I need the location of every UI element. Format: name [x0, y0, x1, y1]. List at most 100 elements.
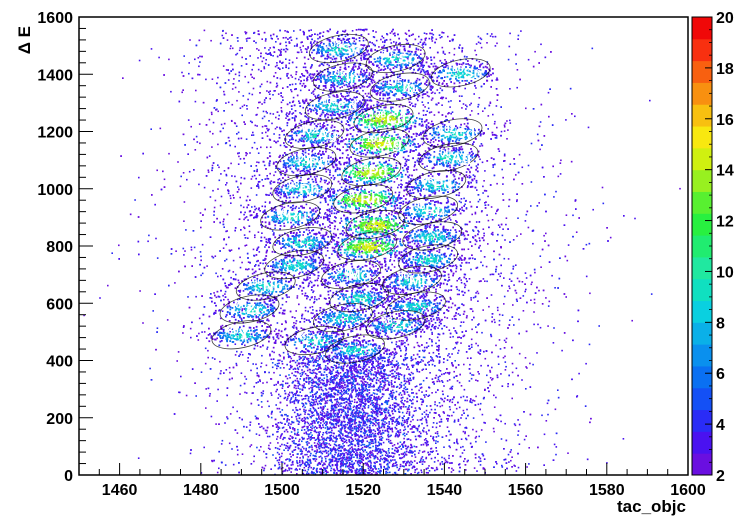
- isotope-mass-number: 99: [357, 163, 369, 174]
- x-axis: 1460 1480 1500 1520 1540 1560 1580 1600: [78, 463, 706, 499]
- color-scale-band: [692, 322, 712, 345]
- isotope-contour: [365, 310, 426, 340]
- color-scale-tick-label: 14: [716, 163, 734, 180]
- isotope-label: 108Sn: [325, 39, 361, 57]
- isotope-mass-number: 107: [382, 50, 399, 61]
- isotope-element-symbol: Ag: [317, 126, 337, 143]
- isotope-mass-number: 90: [398, 271, 410, 282]
- y-tick-label: 200: [46, 411, 73, 428]
- isotope-label: 106In: [329, 68, 359, 86]
- color-scale-band: [692, 191, 712, 214]
- isotope-contour: [313, 302, 373, 333]
- isotope-label: 90Nb: [252, 277, 283, 295]
- isotope-mass-number: 100: [434, 148, 451, 159]
- isotope-contour: [349, 128, 410, 158]
- y-tick-label: 800: [46, 239, 73, 256]
- color-scale-band: [692, 431, 712, 454]
- x-tick-label: 1580: [589, 482, 625, 499]
- isotope-element-symbol: Ag: [451, 149, 471, 166]
- x-axis-title: tac_objc: [617, 497, 686, 516]
- color-scale-band: [692, 256, 712, 280]
- isotope-element-symbol: Sn: [463, 65, 482, 82]
- isotope-label: 102Ag: [300, 125, 337, 143]
- y-axis: 0 200 400 600 800 1000 1200 1400 1600: [37, 10, 93, 485]
- isotope-mass-number: 101: [365, 134, 382, 145]
- isotope-contour: [264, 250, 325, 280]
- isotope-mass-number: 91: [337, 266, 349, 277]
- color-scale-band: [692, 453, 712, 476]
- isotope-contour: [337, 231, 398, 261]
- color-scale-tick-label: 18: [716, 61, 734, 78]
- isotope-element-symbol: Pd: [309, 154, 328, 171]
- isotope-element-symbol: In: [346, 69, 359, 86]
- isotope-label: 104Cd: [321, 97, 358, 115]
- isotope-contour: [418, 142, 479, 172]
- isotope-element-symbol: Rh: [360, 191, 380, 208]
- isotope-element-symbol: Mo: [348, 267, 370, 284]
- isotope-label: 100Ag: [434, 148, 471, 166]
- isotope-element-symbol: Pd: [368, 164, 387, 181]
- isotope-contour: [430, 58, 491, 88]
- isotope-label: 96Rh: [414, 201, 445, 219]
- x-tick-label: 1600: [670, 482, 706, 499]
- y-axis-title: Δ E: [15, 26, 34, 54]
- color-scale-tick-label: 8: [716, 315, 725, 332]
- color-scale-tick-label: 2: [716, 468, 725, 485]
- isotope-contour: [304, 91, 365, 121]
- color-scale-band: [692, 147, 712, 171]
- isotope-element-symbol: Sn: [398, 51, 417, 68]
- isotope-mass-number: 97: [349, 190, 361, 201]
- color-scale-tick-label: 20: [716, 10, 734, 27]
- color-scale-tick-label: 16: [716, 112, 734, 129]
- isotope-contour: [402, 221, 463, 251]
- isotope-element-symbol: Zr: [393, 317, 408, 334]
- isotope-mass-number: 96: [414, 201, 426, 212]
- isotope-element-symbol: Pd: [433, 176, 452, 193]
- isotope-contour: [219, 294, 280, 324]
- isotope-contour: [260, 201, 320, 231]
- isotope-label: 98Rh: [288, 180, 319, 198]
- isotope-element-symbol: Cd: [386, 111, 406, 128]
- isotope-element-symbol: Ru: [287, 208, 307, 225]
- color-scale-band: [692, 82, 712, 105]
- x-tick-label: 1520: [345, 482, 381, 499]
- color-scale-band: [692, 365, 712, 389]
- isotope-contour: [284, 325, 345, 356]
- y-tick-label: 600: [46, 296, 73, 313]
- isotope-mass-number: 85: [300, 331, 312, 342]
- isotope-contour: [345, 209, 406, 240]
- color-scale-tick-label: 12: [716, 214, 734, 231]
- isotope-contour: [369, 72, 430, 102]
- y-tick-label: 1000: [37, 182, 73, 199]
- isotope-mass-number: 96: [276, 207, 288, 218]
- isotope-label: 98Pd: [422, 175, 452, 193]
- color-scale-tick-label: 4: [716, 417, 725, 434]
- color-scale-tick-label: 10: [716, 264, 734, 281]
- isotope-contour: [422, 118, 483, 148]
- isotope-mass-number: 104: [321, 97, 338, 108]
- isotope-contour: [235, 271, 296, 301]
- isotope-contour: [272, 174, 333, 204]
- isotope-contour: [353, 104, 414, 134]
- isotope-label: 90Mo: [398, 271, 431, 289]
- isotope-element-symbol: Zr: [247, 301, 262, 318]
- color-scale-band: [692, 300, 712, 323]
- heatmap-density: [83, 28, 681, 475]
- isotope-element-symbol: Rh: [425, 202, 445, 219]
- color-scale-band: [692, 409, 712, 432]
- y-tick-label: 1400: [37, 67, 73, 84]
- isotope-mass-number: 106: [447, 64, 464, 75]
- isotope-label: 86Y: [227, 326, 248, 344]
- isotope-mass-number: 88: [236, 300, 248, 311]
- isotope-label: 105In: [386, 78, 416, 96]
- isotope-element-symbol: In: [402, 79, 415, 96]
- isotope-label: 96Ru: [276, 207, 307, 225]
- color-scale-band: [692, 17, 712, 40]
- isotope-mass-number: 86: [227, 326, 239, 337]
- color-scale-band: [692, 213, 712, 236]
- isotope-mass-number: 102: [300, 125, 317, 136]
- isotope-label: 86Zr: [382, 316, 408, 334]
- color-scale-band: [692, 387, 712, 411]
- color-scale-band: [692, 60, 712, 83]
